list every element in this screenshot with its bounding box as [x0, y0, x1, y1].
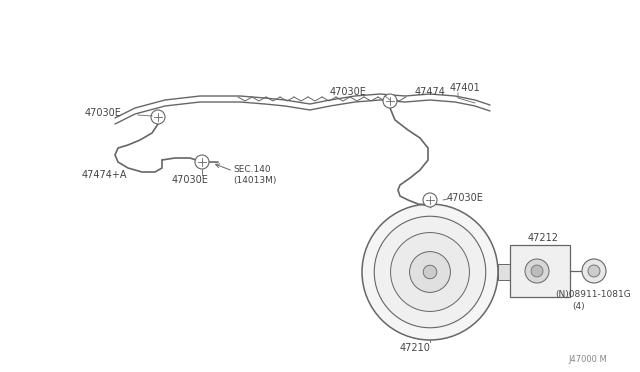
- Circle shape: [374, 216, 486, 328]
- Circle shape: [525, 259, 549, 283]
- Circle shape: [423, 265, 437, 279]
- Circle shape: [423, 193, 437, 207]
- Text: SEC.140: SEC.140: [233, 166, 271, 174]
- Text: 47030E: 47030E: [330, 87, 367, 97]
- Text: 47210: 47210: [399, 343, 431, 353]
- Text: (4): (4): [572, 302, 584, 311]
- Circle shape: [582, 259, 606, 283]
- Text: 47030E: 47030E: [172, 175, 209, 185]
- Circle shape: [383, 94, 397, 108]
- Text: 47474+A: 47474+A: [82, 170, 127, 180]
- Text: J47000 M: J47000 M: [568, 356, 607, 365]
- Text: 47212: 47212: [528, 233, 559, 243]
- Circle shape: [362, 204, 498, 340]
- Bar: [498, 264, 510, 280]
- Text: 47474: 47474: [415, 87, 446, 97]
- Text: (14013M): (14013M): [233, 176, 276, 186]
- Text: 47401: 47401: [450, 83, 481, 93]
- Text: 47030E: 47030E: [85, 108, 122, 118]
- Text: 47030E: 47030E: [447, 193, 484, 203]
- FancyBboxPatch shape: [510, 245, 570, 297]
- Circle shape: [151, 110, 165, 124]
- Circle shape: [410, 251, 451, 292]
- Circle shape: [588, 265, 600, 277]
- Circle shape: [195, 155, 209, 169]
- Text: (N)08911-1081G: (N)08911-1081G: [555, 291, 631, 299]
- Circle shape: [531, 265, 543, 277]
- Circle shape: [390, 232, 470, 311]
